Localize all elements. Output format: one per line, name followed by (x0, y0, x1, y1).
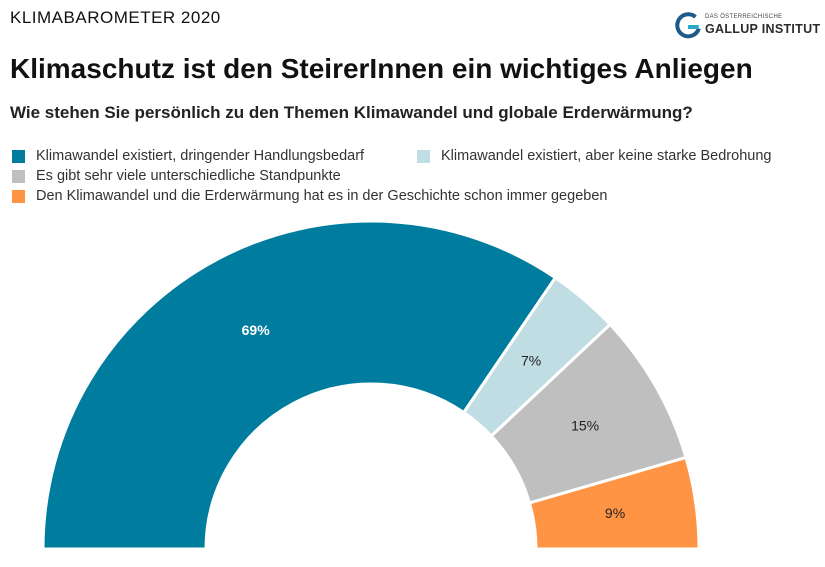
logo-small-text: DAS ÖSTERREICHISCHE (705, 14, 783, 20)
legend-label-1: Klimawandel existiert, dringender Handlu… (36, 148, 365, 164)
slice-data-label-4: 9% (605, 505, 625, 521)
gallup-logo: DAS ÖSTERREICHISCHE GALLUP INSTITUT (674, 12, 822, 42)
report-kicker: KLIMABAROMETER 2020 (10, 8, 221, 27)
legend-swatch-3 (12, 169, 25, 183)
logo-brand-text: GALLUP INSTITUT (705, 22, 821, 36)
donut-slice-4 (527, 455, 701, 551)
legend-item-2: Klimawandel existiert, aber keine starke… (417, 148, 771, 164)
legend-swatch-1 (12, 149, 25, 163)
donut-slice-1 (41, 219, 558, 551)
legend-item-4: Den Klimawandel und die Erderwärmung hat… (12, 188, 607, 204)
slice-data-label-3: 15% (571, 418, 599, 434)
chart-subtitle: Wie stehen Sie persönlich zu den Themen … (10, 103, 693, 122)
legend-label-3: Es gibt sehr viele unterschiedliche Stan… (36, 168, 341, 184)
slice-data-label-2: 7% (521, 352, 541, 368)
chart-title: Klimaschutz ist den SteirerInnen ein wic… (10, 53, 753, 84)
gallup-logo-icon (675, 12, 701, 39)
slice-data-label-1: 69% (242, 322, 271, 338)
legend-item-1: Klimawandel existiert, dringender Handlu… (12, 148, 364, 164)
legend-item-3: Es gibt sehr viele unterschiedliche Stan… (12, 168, 341, 184)
legend-label-4: Den Klimawandel und die Erderwärmung hat… (36, 188, 608, 204)
legend-swatch-4 (12, 189, 25, 203)
legend-swatch-2 (417, 149, 430, 163)
legend-label-2: Klimawandel existiert, aber keine starke… (441, 148, 772, 164)
